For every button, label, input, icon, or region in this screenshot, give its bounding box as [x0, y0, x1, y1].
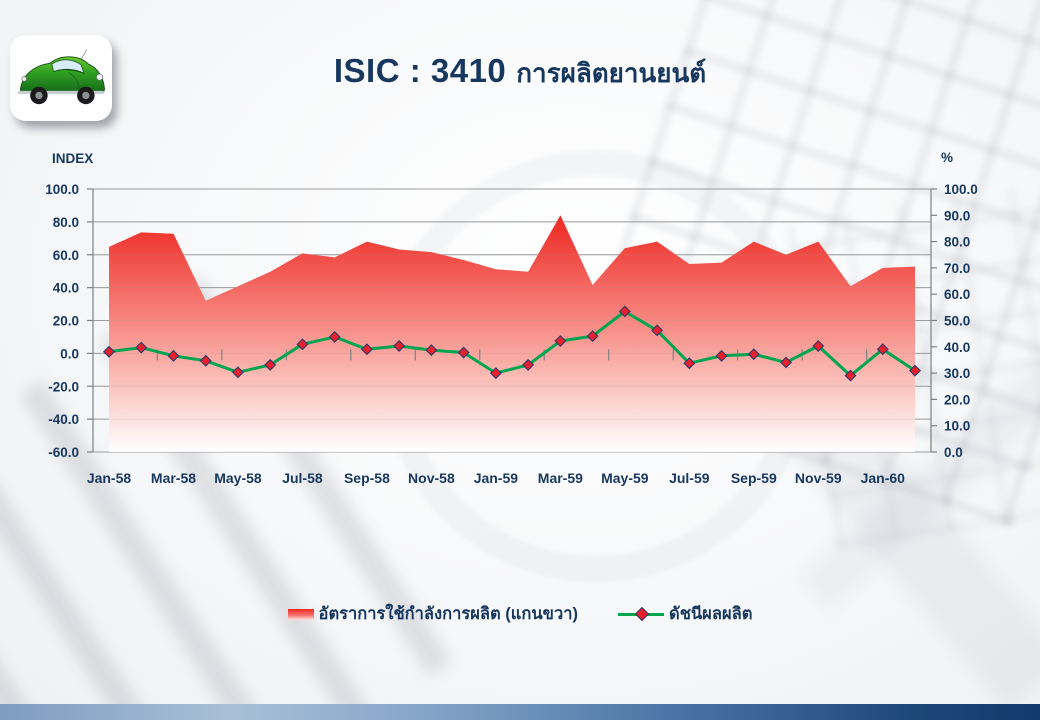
svg-text:90.0: 90.0: [944, 208, 970, 223]
area-series-capacity-utilization: [109, 215, 915, 452]
diamond-marker-icon: [634, 606, 650, 622]
legend-area-label: อัตราการใช้กำลังการผลิต (แกนขวา): [318, 605, 578, 623]
svg-text:-40.0: -40.0: [48, 412, 79, 427]
car-icon-card: [10, 35, 112, 121]
svg-text:50.0: 50.0: [944, 314, 970, 329]
svg-text:20.0: 20.0: [53, 314, 79, 329]
svg-text:20.0: 20.0: [944, 392, 970, 407]
line-series-swatch: [617, 606, 664, 622]
legend-item-line: ดัชนีผลผลิต: [617, 601, 753, 627]
svg-text:Mar-59: Mar-59: [538, 470, 583, 486]
gridlines-overlay: [93, 188, 931, 453]
background-diagonal-streak: [711, 308, 1040, 712]
title-isic-code: ISIC : 3410: [333, 52, 507, 89]
svg-text:0.0: 0.0: [60, 346, 79, 361]
title-industry-name-thai: การผลิตยานยนต์: [516, 58, 707, 88]
chart-legend: อัตราการใช้กำลังการผลิต (แกนขวา) ดัชนีผล…: [0, 601, 1040, 627]
svg-text:70.0: 70.0: [944, 261, 970, 276]
svg-text:May-58: May-58: [214, 470, 262, 486]
svg-text:Sep-58: Sep-58: [344, 470, 390, 486]
page-title: ISIC : 3410 การผลิตยานยนต์: [0, 52, 1040, 94]
svg-text:Nov-59: Nov-59: [795, 470, 842, 486]
svg-text:-60.0: -60.0: [48, 445, 79, 460]
svg-text:Jul-58: Jul-58: [282, 470, 323, 486]
svg-text:Jan-58: Jan-58: [87, 470, 132, 486]
line-series-markers: [103, 305, 921, 382]
svg-text:60.0: 60.0: [944, 287, 970, 302]
svg-text:80.0: 80.0: [944, 235, 970, 250]
axes: [87, 188, 937, 453]
svg-text:60.0: 60.0: [53, 248, 79, 263]
svg-text:10.0: 10.0: [944, 419, 970, 434]
background-magnifier-lens: [380, 150, 812, 582]
right-axis-tick-labels: 100.0 90.0 80.0 70.0 60.0 50.0 40.0 30.0 20.0 10.…: [944, 182, 978, 460]
right-axis-title: %: [941, 150, 954, 165]
svg-text:Sep-59: Sep-59: [731, 470, 777, 486]
svg-text:100.0: 100.0: [944, 182, 978, 197]
green-car-icon: [17, 49, 105, 105]
left-axis-tick-labels: 100.0 80.0 60.0 40.0 20.0 0.0 -20.0 -40.0 -60.0: [45, 182, 79, 460]
background-calculator-keys-2: [785, 180, 1040, 550]
svg-text:May-59: May-59: [601, 470, 649, 486]
svg-text:100.0: 100.0: [45, 182, 79, 197]
svg-text:40.0: 40.0: [944, 340, 970, 355]
svg-text:80.0: 80.0: [53, 215, 79, 230]
background-pen-streaks: [0, 244, 501, 720]
svg-text:Mar-58: Mar-58: [151, 470, 196, 486]
svg-text:-20.0: -20.0: [48, 379, 79, 394]
background-diagonal-streak-2: [798, 295, 1040, 611]
bottom-accent-bar: [0, 704, 1040, 720]
x-axis-tick-labels: Jan-58 Mar-58 May-58 Jul-58 Sep-58 Nov-58 Jan-…: [87, 470, 905, 486]
legend-line-label: ดัชนีผลผลิต: [668, 605, 753, 623]
svg-text:40.0: 40.0: [53, 281, 79, 296]
gridlines: [93, 188, 931, 453]
legend-item-area: อัตราการใช้กำลังการผลิต (แกนขวา): [287, 601, 578, 627]
svg-text:0.0: 0.0: [944, 445, 963, 460]
svg-text:Jul-59: Jul-59: [669, 470, 710, 486]
svg-text:Nov-58: Nov-58: [408, 470, 455, 486]
svg-text:30.0: 30.0: [944, 366, 970, 381]
line-series-production-index: [108, 310, 916, 378]
area-series-swatch: [287, 608, 314, 620]
svg-text:Jan-60: Jan-60: [861, 470, 906, 486]
svg-text:Jan-59: Jan-59: [474, 470, 519, 486]
left-axis-title: INDEX: [52, 151, 94, 166]
